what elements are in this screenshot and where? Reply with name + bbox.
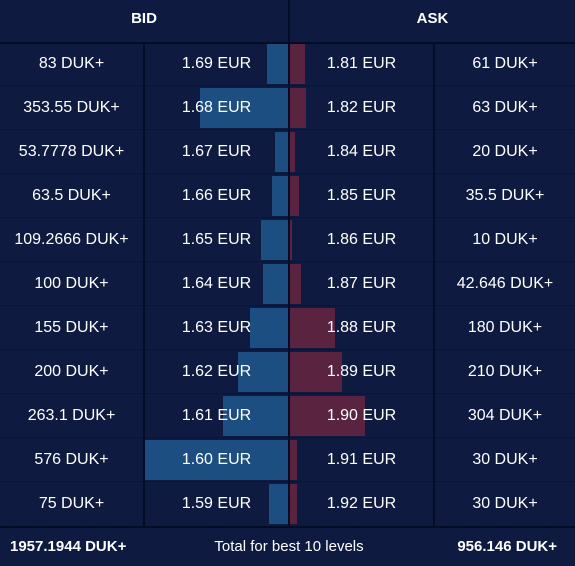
- order-book-row: 263.1 DUK+ 1.61 EUR 1.90 EUR 304 DUK+: [0, 394, 575, 438]
- order-book-row: 75 DUK+ 1.59 EUR 1.92 EUR 30 DUK+: [0, 482, 575, 526]
- row-divider: [0, 261, 575, 262]
- bid-price: 1.64 EUR: [181, 275, 252, 292]
- bid-depth-bar: [263, 264, 288, 304]
- ask-price: 1.91 EUR: [326, 451, 397, 468]
- bid-price: 1.67 EUR: [181, 143, 252, 160]
- row-divider: [0, 217, 575, 218]
- bid-price: 1.62 EUR: [181, 363, 252, 380]
- center-divider: [288, 0, 290, 526]
- bid-quantity: 53.7778 DUK+: [18, 143, 125, 160]
- ask-price: 1.89 EUR: [326, 363, 397, 380]
- bid-depth-bar: [267, 44, 288, 84]
- ask-quantity: 42.646 DUK+: [456, 275, 554, 292]
- ask-price: 1.86 EUR: [326, 231, 397, 248]
- bid-depth-bar: [222, 396, 288, 436]
- bid-header: BID: [0, 0, 288, 44]
- row-divider: [0, 305, 575, 306]
- ask-depth-bar: [290, 440, 298, 480]
- ask-depth-bar: [290, 44, 306, 84]
- ask-depth-bar: [290, 308, 335, 348]
- ask-depth-bar: [290, 176, 299, 216]
- bid-price: 1.59 EUR: [181, 495, 252, 512]
- bid-column-divider: [143, 42, 145, 526]
- ask-quantity: 20 DUK+: [472, 143, 538, 160]
- ask-depth-bar: [290, 352, 343, 392]
- ask-quantity: 210 DUK+: [467, 363, 543, 380]
- row-divider: [0, 481, 575, 482]
- order-book-row: 100 DUK+ 1.64 EUR 1.87 EUR 42.646 DUK+: [0, 262, 575, 306]
- order-book-row: 53.7778 DUK+ 1.67 EUR 1.84 EUR 20 DUK+: [0, 130, 575, 174]
- bid-price: 1.69 EUR: [181, 55, 252, 72]
- bid-depth-bar: [249, 308, 288, 348]
- bid-price: 1.61 EUR: [181, 407, 252, 424]
- ask-total: 956.146 DUK+: [457, 538, 557, 555]
- order-book-row: 109.2666 DUK+ 1.65 EUR 1.86 EUR 10 DUK+: [0, 218, 575, 262]
- ask-depth-bar: [290, 396, 366, 436]
- bid-quantity: 200 DUK+: [34, 363, 109, 380]
- totals-footer: 1957.1944 DUK+ Total for best 10 levels …: [0, 526, 575, 564]
- ask-depth-bar: [290, 220, 293, 260]
- ask-header: ASK: [290, 0, 575, 44]
- order-book-row: 353.55 DUK+ 1.68 EUR 1.82 EUR 63 DUK+: [0, 86, 575, 130]
- bid-price: 1.68 EUR: [181, 99, 252, 116]
- row-divider: [0, 349, 575, 350]
- ask-quantity: 61 DUK+: [472, 55, 538, 72]
- ask-quantity: 304 DUK+: [467, 407, 543, 424]
- bid-depth-bar: [260, 220, 288, 260]
- bid-depth-bar: [274, 132, 288, 172]
- bid-quantity: 263.1 DUK+: [27, 407, 116, 424]
- bid-depth-bar: [269, 484, 288, 524]
- bid-quantity: 75 DUK+: [38, 495, 105, 512]
- order-book-row: 155 DUK+ 1.63 EUR 1.88 EUR 180 DUK+: [0, 306, 575, 350]
- ask-price: 1.81 EUR: [326, 55, 397, 72]
- bid-price: 1.65 EUR: [181, 231, 252, 248]
- bid-quantity: 353.55 DUK+: [23, 99, 120, 116]
- order-book-row: 83 DUK+ 1.69 EUR 1.81 EUR 61 DUK+: [0, 42, 575, 86]
- bid-price: 1.60 EUR: [181, 451, 252, 468]
- bid-depth-bar: [272, 176, 288, 216]
- bid-quantity: 63.5 DUK+: [32, 187, 111, 204]
- row-divider: [0, 437, 575, 438]
- bid-price: 1.63 EUR: [181, 319, 252, 336]
- bid-quantity: 100 DUK+: [34, 275, 109, 292]
- bid-quantity: 155 DUK+: [34, 319, 109, 336]
- ask-price: 1.90 EUR: [326, 407, 397, 424]
- row-divider: [0, 129, 575, 130]
- ask-quantity: 10 DUK+: [472, 231, 538, 248]
- bid-quantity: 576 DUK+: [34, 451, 109, 468]
- ask-price: 1.88 EUR: [326, 319, 397, 336]
- row-divider: [0, 393, 575, 394]
- ask-column-divider: [433, 42, 435, 526]
- ask-quantity: 30 DUK+: [472, 451, 538, 468]
- row-divider: [0, 173, 575, 174]
- ask-quantity: 30 DUK+: [472, 495, 538, 512]
- ask-quantity: 180 DUK+: [467, 319, 543, 336]
- ask-price: 1.82 EUR: [326, 99, 397, 116]
- bid-depth-bar: [238, 352, 288, 392]
- bid-depth-bar: [145, 440, 288, 480]
- bid-quantity: 109.2666 DUK+: [14, 231, 129, 248]
- row-divider: [0, 85, 575, 86]
- ask-depth-bar: [290, 132, 295, 172]
- bid-total: 1957.1944 DUK+: [10, 538, 127, 555]
- ask-price: 1.84 EUR: [326, 143, 397, 160]
- order-book-row: 200 DUK+ 1.62 EUR 1.89 EUR 210 DUK+: [0, 350, 575, 394]
- ask-quantity: 63 DUK+: [472, 99, 538, 116]
- totals-label: Total for best 10 levels: [214, 538, 364, 555]
- ask-price: 1.87 EUR: [326, 275, 397, 292]
- bid-price: 1.66 EUR: [181, 187, 252, 204]
- order-book-row: 576 DUK+ 1.60 EUR 1.91 EUR 30 DUK+: [0, 438, 575, 482]
- bid-depth-bar: [200, 88, 288, 128]
- ask-price: 1.92 EUR: [326, 495, 397, 512]
- ask-quantity: 35.5 DUK+: [465, 187, 545, 204]
- order-book-row: 63.5 DUK+ 1.66 EUR 1.85 EUR 35.5 DUK+: [0, 174, 575, 218]
- bid-quantity: 83 DUK+: [38, 55, 105, 72]
- ask-price: 1.85 EUR: [326, 187, 397, 204]
- ask-depth-bar: [290, 88, 306, 128]
- ask-depth-bar: [290, 484, 298, 524]
- ask-depth-bar: [290, 264, 301, 304]
